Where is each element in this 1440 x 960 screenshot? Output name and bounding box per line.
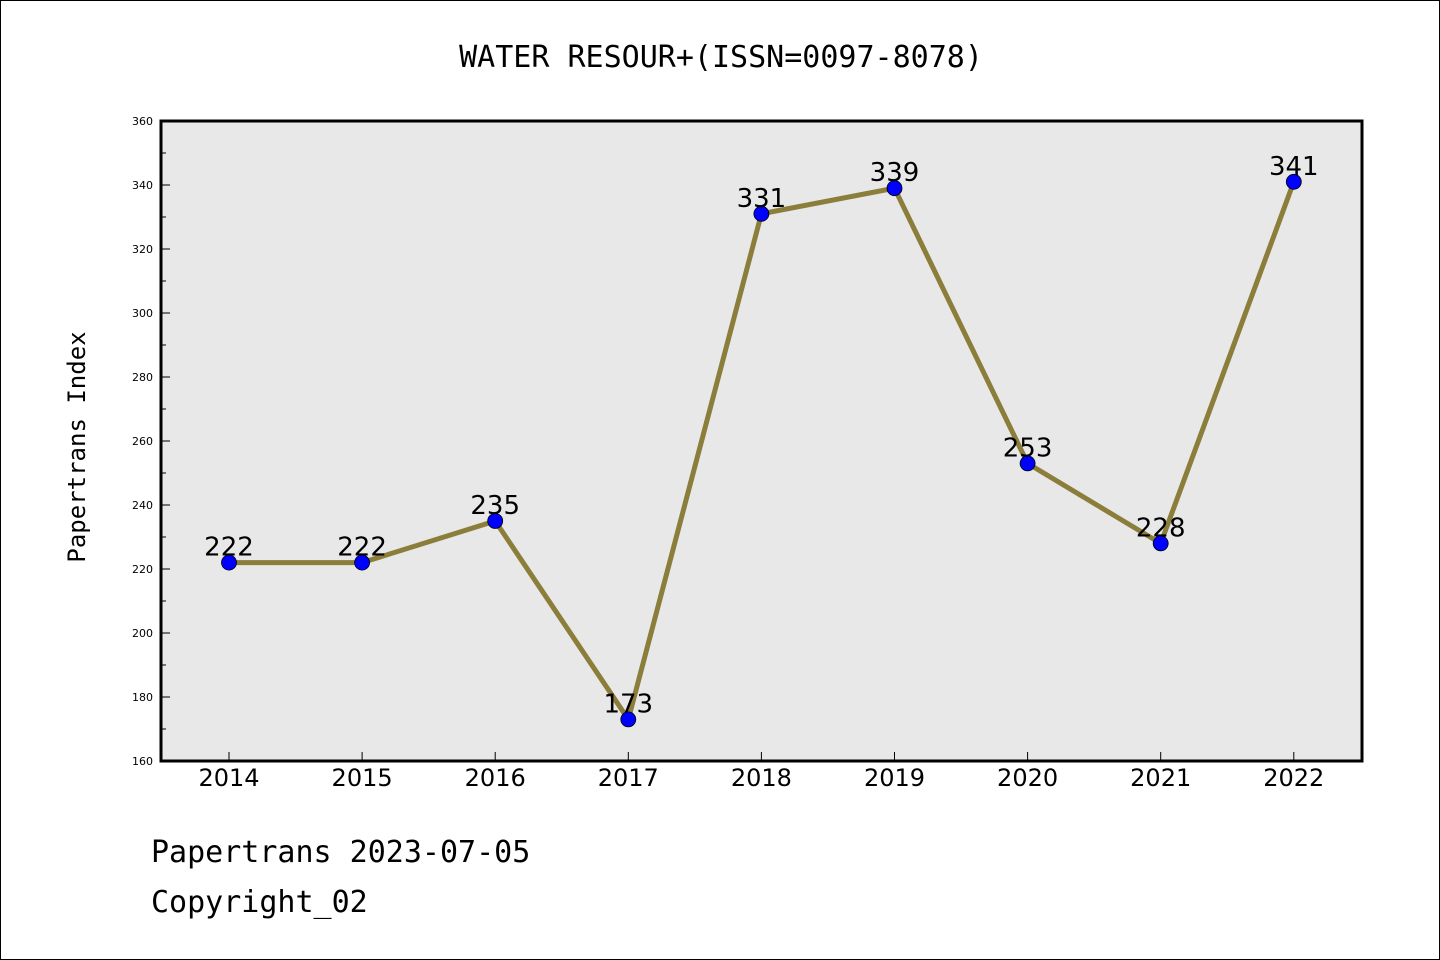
y-tick-label: 360: [132, 115, 153, 128]
y-tick-label: 220: [132, 563, 153, 576]
data-label: 222: [204, 533, 254, 563]
data-point: [221, 554, 237, 571]
y-tick-label: 160: [132, 755, 153, 768]
y-tick-label: 340: [132, 179, 153, 192]
data-label: 331: [737, 184, 787, 214]
chart-title: WATER RESOUR+(ISSN=0097-8078): [459, 40, 983, 75]
x-tick-label: 2016: [465, 764, 526, 792]
x-tick-label: 2020: [997, 764, 1058, 792]
data-point: [1019, 455, 1036, 472]
footer-date: Papertrans 2023-07-05: [151, 835, 531, 870]
x-tick-label: 2022: [1263, 764, 1324, 792]
y-tick-label: 180: [132, 691, 153, 704]
data-label: 173: [603, 689, 653, 719]
data-point: [886, 180, 903, 197]
y-axis-label: Papertrans Index: [63, 331, 91, 562]
y-tick-label: 240: [132, 499, 153, 512]
data-point: [487, 513, 504, 529]
plot-frame: [159, 119, 1364, 763]
plot-area: [161, 121, 1362, 761]
x-tick-label: 2021: [1130, 764, 1191, 792]
x-tick-label: 2015: [332, 764, 393, 792]
y-tick-label: 300: [132, 307, 153, 320]
data-point: [1285, 173, 1302, 190]
x-tick-label: 2017: [598, 764, 659, 792]
data-label: 222: [337, 533, 387, 563]
footer-copyright: Copyright_02: [151, 885, 368, 920]
x-tick-label: 2019: [864, 764, 925, 792]
data-point: [620, 711, 637, 728]
y-tick-label: 320: [132, 243, 153, 256]
x-tick-label: 2018: [731, 764, 792, 792]
data-label: 253: [1003, 433, 1053, 463]
y-tick-label: 280: [132, 371, 153, 384]
data-label: 341: [1269, 152, 1319, 182]
data-point: [1152, 535, 1169, 552]
y-tick-label: 200: [132, 627, 153, 640]
data-point: [354, 554, 371, 571]
x-tick-label: 2014: [198, 764, 259, 792]
data-label: 235: [470, 491, 520, 521]
y-tick-label: 260: [132, 435, 153, 448]
data-point: [753, 205, 770, 222]
data-label: 228: [1136, 513, 1186, 543]
data-label: 339: [870, 158, 920, 188]
